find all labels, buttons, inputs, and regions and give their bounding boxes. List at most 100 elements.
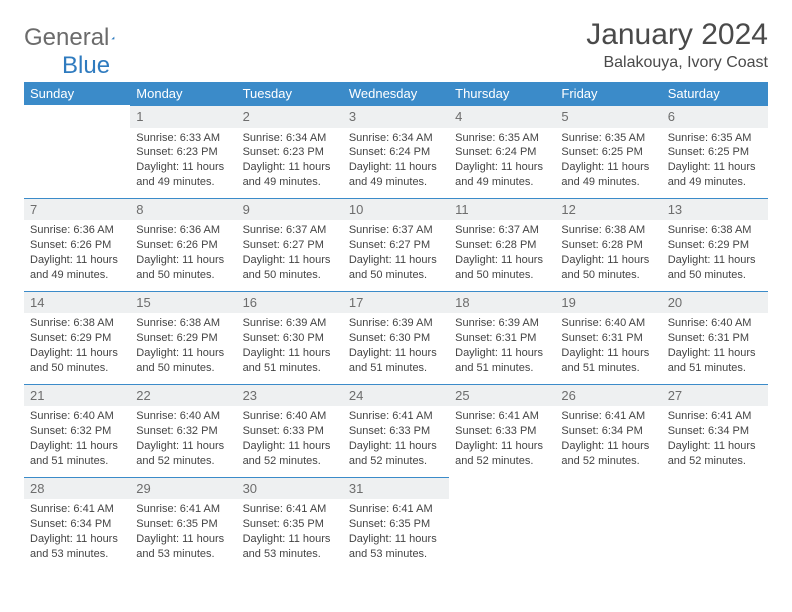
calendar-cell: 17Sunrise: 6:39 AMSunset: 6:30 PMDayligh… [343, 291, 449, 384]
day-number: 21 [24, 384, 130, 407]
calendar-cell: 6Sunrise: 6:35 AMSunset: 6:25 PMDaylight… [662, 105, 768, 198]
day-body: Sunrise: 6:40 AMSunset: 6:32 PMDaylight:… [24, 406, 130, 476]
calendar-cell: 21Sunrise: 6:40 AMSunset: 6:32 PMDayligh… [24, 384, 130, 477]
calendar-cell: 26Sunrise: 6:41 AMSunset: 6:34 PMDayligh… [555, 384, 661, 477]
sunset-line: Sunset: 6:26 PM [30, 238, 124, 253]
sunset-line: Sunset: 6:24 PM [455, 145, 549, 160]
sunset-line: Sunset: 6:35 PM [243, 517, 337, 532]
calendar-cell: 1Sunrise: 6:33 AMSunset: 6:23 PMDaylight… [130, 105, 236, 198]
calendar-cell-empty [449, 477, 555, 570]
calendar-cell: 24Sunrise: 6:41 AMSunset: 6:33 PMDayligh… [343, 384, 449, 477]
calendar-cell-empty [662, 477, 768, 570]
sunrise-line: Sunrise: 6:38 AM [136, 316, 230, 331]
daylight-line: Daylight: 11 hours and 52 minutes. [349, 439, 443, 469]
daylight-line: Daylight: 11 hours and 52 minutes. [668, 439, 762, 469]
day-number: 2 [237, 105, 343, 128]
sunset-line: Sunset: 6:34 PM [30, 517, 124, 532]
weekday-header: Wednesday [343, 82, 449, 105]
calendar-cell: 14Sunrise: 6:38 AMSunset: 6:29 PMDayligh… [24, 291, 130, 384]
calendar-cell: 25Sunrise: 6:41 AMSunset: 6:33 PMDayligh… [449, 384, 555, 477]
day-body: Sunrise: 6:41 AMSunset: 6:34 PMDaylight:… [662, 406, 768, 476]
logo-sail-icon [111, 28, 115, 48]
day-body: Sunrise: 6:36 AMSunset: 6:26 PMDaylight:… [130, 220, 236, 290]
sunrise-line: Sunrise: 6:41 AM [561, 409, 655, 424]
sunset-line: Sunset: 6:34 PM [668, 424, 762, 439]
sunset-line: Sunset: 6:31 PM [455, 331, 549, 346]
header: General January 2024 Balakouya, Ivory Co… [24, 18, 768, 72]
sunrise-line: Sunrise: 6:39 AM [349, 316, 443, 331]
calendar-cell: 9Sunrise: 6:37 AMSunset: 6:27 PMDaylight… [237, 198, 343, 291]
sunrise-line: Sunrise: 6:35 AM [561, 131, 655, 146]
calendar-cell: 2Sunrise: 6:34 AMSunset: 6:23 PMDaylight… [237, 105, 343, 198]
daylight-line: Daylight: 11 hours and 51 minutes. [243, 346, 337, 376]
day-body: Sunrise: 6:38 AMSunset: 6:29 PMDaylight:… [24, 313, 130, 383]
day-body: Sunrise: 6:41 AMSunset: 6:33 PMDaylight:… [449, 406, 555, 476]
sunrise-line: Sunrise: 6:41 AM [30, 502, 124, 517]
calendar-cell: 3Sunrise: 6:34 AMSunset: 6:24 PMDaylight… [343, 105, 449, 198]
day-number: 4 [449, 105, 555, 128]
day-number: 10 [343, 198, 449, 221]
day-body: Sunrise: 6:40 AMSunset: 6:32 PMDaylight:… [130, 406, 236, 476]
day-number: 22 [130, 384, 236, 407]
sunset-line: Sunset: 6:23 PM [243, 145, 337, 160]
calendar-cell: 29Sunrise: 6:41 AMSunset: 6:35 PMDayligh… [130, 477, 236, 570]
day-body: Sunrise: 6:41 AMSunset: 6:35 PMDaylight:… [237, 499, 343, 569]
weekday-header: Thursday [449, 82, 555, 105]
calendar-cell: 31Sunrise: 6:41 AMSunset: 6:35 PMDayligh… [343, 477, 449, 570]
day-body: Sunrise: 6:41 AMSunset: 6:33 PMDaylight:… [343, 406, 449, 476]
sunset-line: Sunset: 6:24 PM [349, 145, 443, 160]
calendar-cell: 5Sunrise: 6:35 AMSunset: 6:25 PMDaylight… [555, 105, 661, 198]
day-body: Sunrise: 6:41 AMSunset: 6:35 PMDaylight:… [343, 499, 449, 569]
sunset-line: Sunset: 6:33 PM [455, 424, 549, 439]
sunrise-line: Sunrise: 6:41 AM [136, 502, 230, 517]
day-body: Sunrise: 6:37 AMSunset: 6:27 PMDaylight:… [343, 220, 449, 290]
calendar-cell: 22Sunrise: 6:40 AMSunset: 6:32 PMDayligh… [130, 384, 236, 477]
sunrise-line: Sunrise: 6:38 AM [561, 223, 655, 238]
calendar-cell-empty [555, 477, 661, 570]
sunrise-line: Sunrise: 6:40 AM [30, 409, 124, 424]
daylight-line: Daylight: 11 hours and 50 minutes. [561, 253, 655, 283]
day-number: 15 [130, 291, 236, 314]
day-body: Sunrise: 6:34 AMSunset: 6:23 PMDaylight:… [237, 128, 343, 198]
sunrise-line: Sunrise: 6:39 AM [455, 316, 549, 331]
daylight-line: Daylight: 11 hours and 51 minutes. [561, 346, 655, 376]
sunset-line: Sunset: 6:31 PM [668, 331, 762, 346]
calendar-cell: 27Sunrise: 6:41 AMSunset: 6:34 PMDayligh… [662, 384, 768, 477]
day-body: Sunrise: 6:34 AMSunset: 6:24 PMDaylight:… [343, 128, 449, 198]
daylight-line: Daylight: 11 hours and 53 minutes. [30, 532, 124, 562]
logo-text-general: General [24, 24, 109, 52]
sunset-line: Sunset: 6:33 PM [349, 424, 443, 439]
weekday-header: Sunday [24, 82, 130, 105]
calendar-cell: 15Sunrise: 6:38 AMSunset: 6:29 PMDayligh… [130, 291, 236, 384]
day-number: 26 [555, 384, 661, 407]
day-body: Sunrise: 6:40 AMSunset: 6:33 PMDaylight:… [237, 406, 343, 476]
sunset-line: Sunset: 6:29 PM [668, 238, 762, 253]
daylight-line: Daylight: 11 hours and 49 minutes. [136, 160, 230, 190]
day-body: Sunrise: 6:39 AMSunset: 6:31 PMDaylight:… [449, 313, 555, 383]
daylight-line: Daylight: 11 hours and 52 minutes. [455, 439, 549, 469]
day-body: Sunrise: 6:35 AMSunset: 6:24 PMDaylight:… [449, 128, 555, 198]
daylight-line: Daylight: 11 hours and 51 minutes. [30, 439, 124, 469]
calendar-cell: 4Sunrise: 6:35 AMSunset: 6:24 PMDaylight… [449, 105, 555, 198]
day-body: Sunrise: 6:38 AMSunset: 6:28 PMDaylight:… [555, 220, 661, 290]
weekday-header-row: SundayMondayTuesdayWednesdayThursdayFrid… [24, 82, 768, 105]
sunset-line: Sunset: 6:29 PM [30, 331, 124, 346]
calendar-body: 1Sunrise: 6:33 AMSunset: 6:23 PMDaylight… [24, 105, 768, 570]
daylight-line: Daylight: 11 hours and 51 minutes. [455, 346, 549, 376]
sunrise-line: Sunrise: 6:37 AM [349, 223, 443, 238]
day-number: 7 [24, 198, 130, 221]
day-number: 23 [237, 384, 343, 407]
sunset-line: Sunset: 6:30 PM [349, 331, 443, 346]
weekday-header: Monday [130, 82, 236, 105]
daylight-line: Daylight: 11 hours and 50 minutes. [349, 253, 443, 283]
sunrise-line: Sunrise: 6:41 AM [243, 502, 337, 517]
calendar-cell: 10Sunrise: 6:37 AMSunset: 6:27 PMDayligh… [343, 198, 449, 291]
day-body: Sunrise: 6:37 AMSunset: 6:27 PMDaylight:… [237, 220, 343, 290]
day-number: 17 [343, 291, 449, 314]
day-body: Sunrise: 6:36 AMSunset: 6:26 PMDaylight:… [24, 220, 130, 290]
sunrise-line: Sunrise: 6:40 AM [668, 316, 762, 331]
calendar-cell: 18Sunrise: 6:39 AMSunset: 6:31 PMDayligh… [449, 291, 555, 384]
sunrise-line: Sunrise: 6:36 AM [30, 223, 124, 238]
sunrise-line: Sunrise: 6:34 AM [349, 131, 443, 146]
sunrise-line: Sunrise: 6:41 AM [455, 409, 549, 424]
